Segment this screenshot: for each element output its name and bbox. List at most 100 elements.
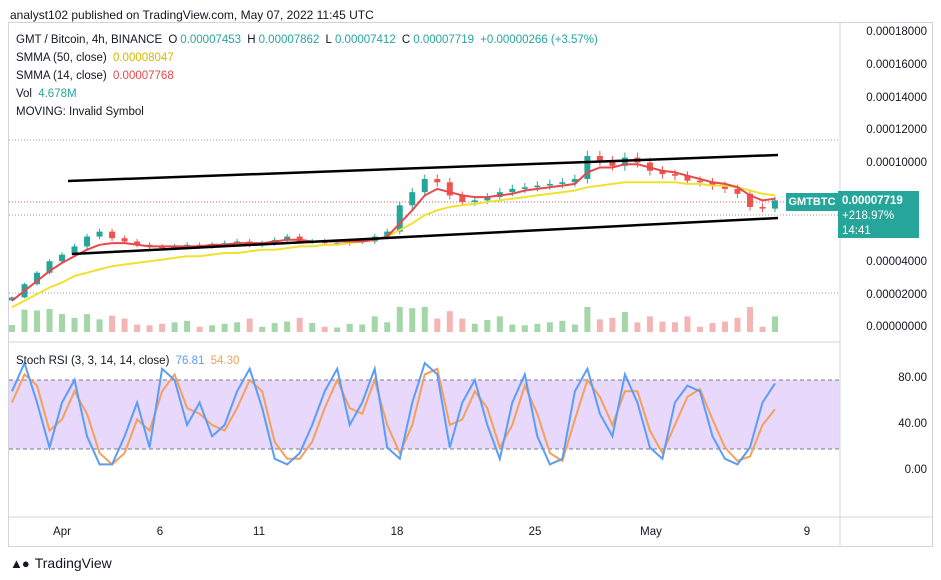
volume-bar: [696, 326, 703, 332]
tradingview-logo[interactable]: ▲● TradingView: [10, 555, 112, 571]
chart-frame[interactable]: [8, 22, 933, 547]
candle-body: [721, 185, 728, 189]
legend-stoch-label: Stoch RSI (3, 3, 14, 14, close): [16, 355, 170, 367]
candle-body: [134, 241, 141, 245]
legend-moving-row: MOVING: Invalid Symbol: [16, 106, 147, 118]
volume-bar: [109, 315, 116, 332]
legend-close-value: 0.00007719: [413, 34, 474, 46]
volume-bar: [296, 317, 303, 332]
candles: [9, 150, 778, 302]
volume-bar: [684, 316, 691, 332]
tradingview-logo-text: TradingView: [34, 555, 112, 571]
stoch-d-line: [11, 367, 776, 466]
volume-bar: [759, 326, 766, 332]
volume-bar: [34, 310, 41, 332]
candle-body: [696, 180, 703, 183]
volume-bar: [746, 307, 753, 332]
volume-bar: [671, 322, 678, 332]
volume-bar: [659, 321, 666, 332]
stoch-k-line: [11, 360, 776, 466]
volume-bars: [9, 307, 778, 332]
candle-body: [434, 179, 441, 183]
candle-body: [121, 238, 128, 242]
candle-body: [334, 243, 341, 245]
legend-change: +0.00000266 (+3.57%): [480, 34, 598, 46]
y-tick-label: 0.00016000: [866, 59, 927, 71]
volume-bar: [571, 324, 578, 332]
legend-vol-label: Vol: [16, 88, 32, 100]
volume-bar: [484, 320, 491, 332]
candle-body: [459, 195, 466, 203]
candle-body: [772, 200, 778, 209]
legend-open-value: 0.00007453: [180, 34, 242, 46]
volume-bar: [134, 324, 141, 332]
candle-body: [409, 192, 416, 206]
smma14-line: [11, 163, 776, 302]
volume-bar: [121, 318, 128, 332]
candle-body: [546, 183, 553, 186]
volume-bar: [259, 326, 266, 332]
legend-stoch-d: 54.30: [210, 355, 240, 367]
stoch-y-tick-label: 0.00: [904, 464, 927, 476]
legend-stoch-k: 76.81: [175, 355, 205, 367]
volume-bar: [584, 307, 591, 332]
candle-body: [34, 272, 41, 285]
volume-bar: [171, 322, 178, 332]
x-tick-label: Apr: [53, 526, 71, 538]
volume-bar: [534, 323, 541, 332]
volume-bar: [209, 325, 216, 332]
volume-bar: [359, 324, 366, 332]
volume-bar: [396, 307, 403, 332]
channel-upper-trendline: [67, 153, 779, 183]
volume-bar: [734, 317, 741, 332]
publisher-header: analyst102 published on TradingView.com,…: [10, 8, 374, 22]
candle-body: [421, 179, 428, 193]
price-badge: 0.00007719 +218.97% 14:41: [838, 191, 919, 238]
volume-bar: [71, 317, 78, 332]
candle-body: [284, 236, 291, 240]
legend-ohlc-row: GMT / Bitcoin, 4h, BINANCE O 0.00007453 H…: [16, 34, 601, 46]
candle-body: [584, 155, 591, 179]
legend-moving-label: MOVING: Invalid Symbol: [16, 106, 144, 118]
volume-bar: [634, 322, 641, 332]
candle-body: [571, 179, 578, 183]
volume-bar: [46, 308, 53, 332]
candle-body: [384, 231, 391, 237]
y-tick-label: 0.00000000: [866, 321, 927, 333]
legend-smma50-value: 0.00008047: [112, 52, 174, 64]
price-badge-change: +218.97%: [842, 210, 895, 222]
volume-bar: [59, 314, 66, 332]
volume-bar: [721, 321, 728, 332]
candle-body: [684, 175, 691, 181]
candle-body: [46, 261, 53, 273]
volume-bar: [196, 326, 203, 332]
legend-low-value: 0.00007412: [334, 34, 396, 46]
volume-bar: [772, 316, 778, 332]
volume-bar: [271, 323, 278, 332]
volume-bar: [84, 314, 91, 332]
volume-bar: [521, 325, 528, 332]
candle-body: [659, 170, 666, 175]
legend-high-value: 0.00007862: [258, 34, 320, 46]
y-tick-label: 0.00014000: [866, 92, 927, 104]
x-tick-label: 11: [253, 526, 265, 538]
volume-bar: [146, 325, 153, 332]
candle-body: [396, 205, 403, 232]
volume-bar: [421, 307, 428, 332]
candle-body: [734, 188, 741, 194]
price-badge-value: 0.00007719: [842, 195, 903, 207]
legend-stoch-row: Stoch RSI (3, 3, 14, 14, close) 76.81 54…: [16, 355, 242, 367]
candle-body: [109, 231, 116, 239]
price-badge-countdown: 14:41: [842, 225, 871, 237]
volume-bar: [371, 316, 378, 332]
volume-bar: [546, 322, 553, 332]
stoch-y-tick-label: 40.00: [898, 418, 927, 430]
candle-body: [471, 200, 478, 203]
legend-smma14-row: SMMA (14, close) 0.00007768: [16, 70, 177, 82]
volume-bar: [234, 322, 241, 332]
candle-body: [746, 193, 753, 207]
y-tick-label: 0.00018000: [866, 26, 927, 38]
volume-bar: [184, 320, 191, 332]
x-tick-label: 25: [528, 526, 542, 538]
